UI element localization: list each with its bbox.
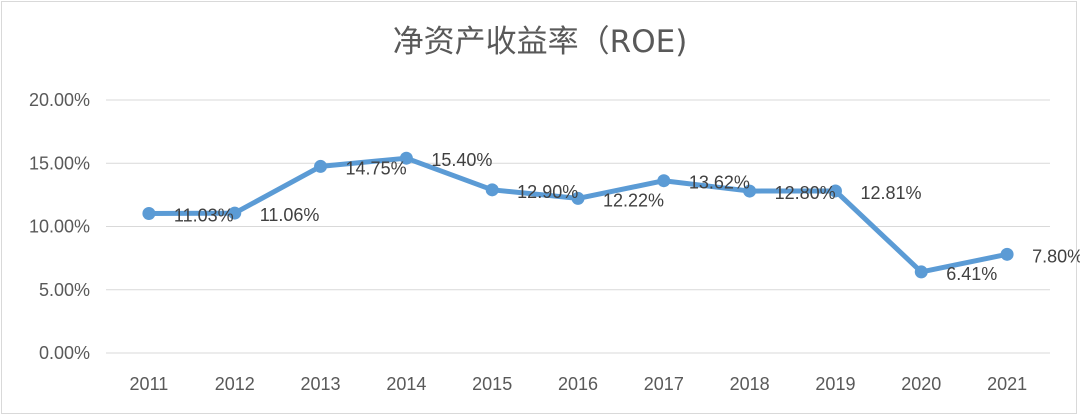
data-label: 6.41% (946, 264, 997, 284)
data-label: 11.06% (260, 205, 320, 225)
y-tick-label: 20.00% (29, 90, 90, 110)
chart-title: 净资产收益率（ROE) (393, 24, 688, 60)
data-point (485, 183, 499, 197)
data-point (228, 206, 242, 220)
data-point (828, 184, 842, 198)
data-label: 12.80% (775, 183, 836, 203)
y-tick-label: 15.00% (29, 153, 90, 173)
data-point (657, 174, 671, 188)
data-point (142, 206, 156, 220)
data-point (571, 191, 585, 205)
y-axis-tick-labels: 0.00% 5.00% 10.00% 15.00% 20.00% (29, 90, 90, 363)
x-tick-label: 2012 (215, 374, 255, 394)
series-roe (142, 151, 1014, 279)
data-point (914, 265, 928, 279)
data-label: 12.22% (603, 190, 664, 210)
gridlines (106, 99, 1050, 354)
x-tick-label: 2015 (472, 374, 512, 394)
data-point (399, 151, 413, 165)
data-point (314, 159, 328, 173)
data-point (743, 184, 757, 198)
data-point (1000, 247, 1014, 261)
data-label: 15.40% (431, 150, 492, 170)
data-label: 12.90% (517, 182, 578, 202)
x-tick-label: 2014 (386, 374, 426, 394)
x-tick-label: 2019 (815, 374, 855, 394)
data-labels: 11.03% 11.06% 14.75% 15.40% 12.90% 12.22% 13.6… (174, 150, 1080, 284)
data-label: 11.03% (174, 205, 234, 225)
y-tick-label: 5.00% (39, 280, 90, 300)
data-label: 12.81% (860, 183, 921, 203)
data-label: 7.80% (1032, 246, 1080, 266)
y-tick-label: 0.00% (39, 343, 90, 363)
data-label: 14.75% (346, 158, 407, 178)
x-tick-label: 2011 (130, 374, 169, 394)
x-tick-label: 2017 (644, 374, 684, 394)
x-tick-label: 2020 (901, 374, 941, 394)
x-axis-tick-labels: 2011 2012 2013 2014 2015 2016 2017 2018 2019 2020… (130, 374, 1028, 394)
data-label: 13.62% (689, 173, 750, 193)
x-tick-label: 2016 (558, 374, 598, 394)
x-tick-label: 2013 (301, 374, 341, 394)
x-tick-label: 2018 (730, 374, 770, 394)
y-tick-label: 10.00% (29, 217, 90, 237)
x-tick-label: 2021 (987, 374, 1027, 394)
